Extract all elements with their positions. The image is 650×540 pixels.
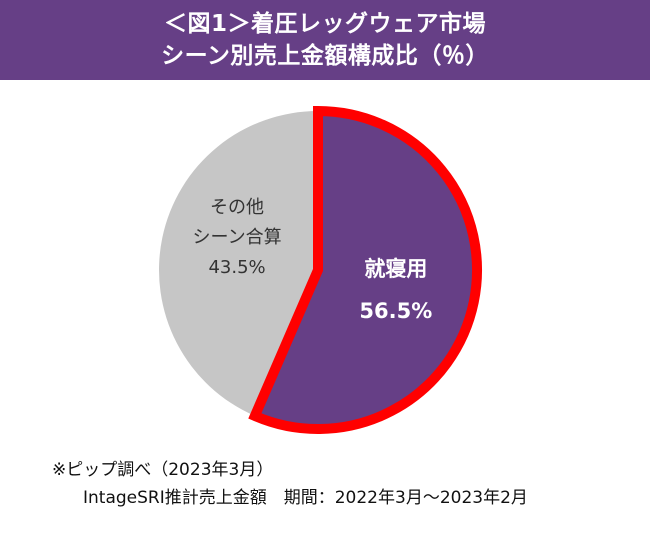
pie-slice-other xyxy=(159,111,318,416)
footnote-source: ※ピップ調べ（2023年3月） xyxy=(52,460,274,480)
slice-label-sleep: 就寝用 xyxy=(364,257,427,281)
slice-label-other-line2: シーン合算 xyxy=(192,227,281,248)
slice-value-sleep: 56.5% xyxy=(359,299,432,323)
chart-header: ＜図1＞着圧レッグウェア市場 シーン別売上金額構成比（％） xyxy=(0,0,650,80)
chart-title-line1: ＜図1＞着圧レッグウェア市場 xyxy=(163,11,486,37)
chart-title-line2: シーン別売上金額構成比（％） xyxy=(161,43,489,69)
pie-slice-sleep xyxy=(248,105,482,434)
slice-value-other: 43.5% xyxy=(208,257,265,278)
footnote: ※ピップ調べ（2023年3月） IntageSRI推計売上金額 期間：2022年… xyxy=(52,456,528,512)
footnote-period: IntageSRI推計売上金額 期間：2022年3月～2023年2月 xyxy=(83,488,528,508)
slice-label-other-line1: その他 xyxy=(210,197,264,218)
